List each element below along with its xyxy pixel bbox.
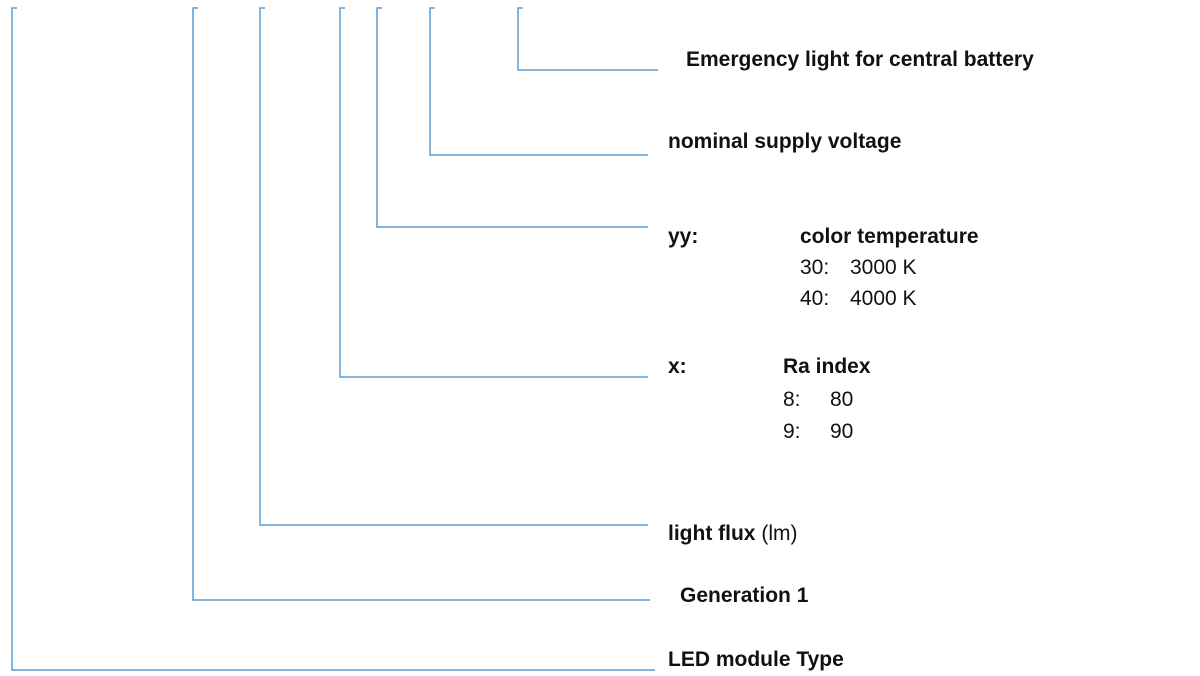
option-code: 8: xyxy=(783,388,801,411)
label: Generation 1 xyxy=(680,584,809,607)
connector xyxy=(11,7,655,671)
label: LED module Type xyxy=(668,648,844,671)
connector xyxy=(376,7,648,228)
connector xyxy=(429,7,648,156)
label: nominal supply voltage xyxy=(668,130,902,153)
label-code: x: xyxy=(668,355,687,378)
connector xyxy=(259,7,648,526)
option-value: 4000 K xyxy=(850,287,917,310)
connector xyxy=(517,7,658,71)
option-code: 30: xyxy=(800,256,830,279)
option-value: 3000 K xyxy=(850,256,917,279)
connector xyxy=(192,7,650,601)
label: light flux (lm) xyxy=(668,522,798,546)
label-unit: (lm) xyxy=(761,522,798,545)
label-text: light flux xyxy=(668,522,756,545)
label: Ra index xyxy=(783,355,871,378)
label: color temperature xyxy=(800,225,979,248)
option-code: 9: xyxy=(783,420,801,443)
label: Emergency light for central battery xyxy=(686,48,1034,71)
connector xyxy=(339,7,648,378)
label-code: yy: xyxy=(668,225,699,248)
option-code: 40: xyxy=(800,287,830,310)
option-value: 90 xyxy=(830,420,854,443)
option-value: 80 xyxy=(830,388,854,411)
